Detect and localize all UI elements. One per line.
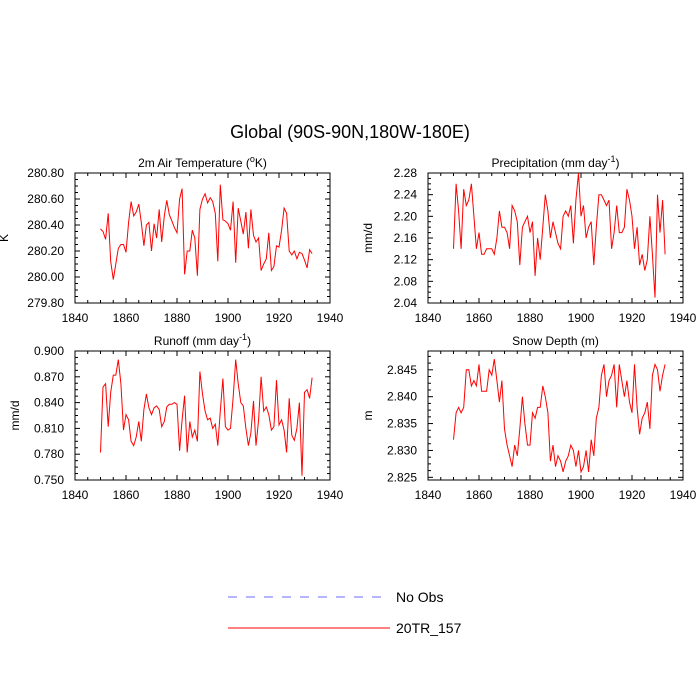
panel-title-sup: o: [250, 154, 255, 164]
y-tick-label: 2.04: [394, 296, 418, 310]
panel-title: Runoff (mm day-1): [154, 332, 251, 348]
y-tick-label: 280.20: [27, 244, 64, 258]
y-tick-label: 280.00: [27, 270, 64, 284]
series-line-20TR_157: [100, 359, 313, 476]
y-axis-label: m: [361, 411, 375, 421]
y-tick-label: 2.16: [394, 231, 418, 245]
x-tick-label: 1900: [215, 311, 242, 325]
x-tick-label: 1940: [317, 311, 344, 325]
x-tick-label: 1940: [670, 488, 697, 502]
panel-title-end: ): [247, 334, 251, 348]
y-tick-label: 280.60: [27, 192, 64, 206]
y-tick-label: 2.24: [394, 188, 418, 202]
x-tick-label: 1880: [164, 488, 191, 502]
x-tick-label: 1860: [113, 488, 140, 502]
panel-3: 1840 1860 1880 1900 1920 1940 0.750 0.780 0.810 0…: [8, 332, 344, 502]
y-tick-label: 2.830: [387, 443, 417, 457]
y-tick-label: 2.825: [387, 470, 417, 484]
y-tick-label: 0.840: [34, 396, 64, 410]
x-tick-label: 1920: [266, 488, 293, 502]
panel-title: 2m Air Temperature (oK): [138, 154, 267, 170]
panel-title-end: K): [255, 156, 267, 170]
y-tick-label: 2.28: [394, 166, 418, 180]
x-tick-label: 1940: [670, 311, 697, 325]
y-tick-label: 280.40: [27, 218, 64, 232]
series-line-20TR_157: [100, 184, 313, 280]
x-tick-label: 1840: [415, 311, 442, 325]
y-tick-label: 0.750: [34, 473, 64, 487]
y-tick-label: 0.900: [34, 344, 64, 358]
x-tick-label: 1900: [568, 311, 595, 325]
panel-title-end: ): [616, 156, 620, 170]
panel-title: Snow Depth (m): [512, 334, 599, 348]
series-line-20TR_157: [453, 359, 666, 474]
panel-title: Precipitation (mm day-1): [491, 154, 619, 170]
panel-frame: [427, 172, 684, 304]
y-tick-label: 279.80: [27, 296, 64, 310]
series-line-20TR_157: [453, 172, 666, 298]
panel-frame: [74, 350, 331, 481]
x-tick-label: 1880: [517, 311, 544, 325]
x-tick-label: 1920: [619, 311, 646, 325]
x-tick-label: 1860: [466, 311, 493, 325]
y-tick-label: 2.845: [387, 363, 417, 377]
y-axis-label: mm/d: [361, 223, 375, 253]
x-tick-label: 1840: [62, 488, 89, 502]
y-tick-label: 2.835: [387, 417, 417, 431]
panel-1: 1840 1860 1880 1900 1920 1940 279.80 280.00 280.…: [0, 154, 344, 325]
x-tick-label: 1900: [568, 488, 595, 502]
y-tick-label: 0.810: [34, 421, 64, 435]
panel-title-sup: -1: [608, 154, 616, 164]
x-tick-label: 1880: [164, 311, 191, 325]
x-tick-label: 1920: [266, 311, 293, 325]
y-tick-label: 280.80: [27, 166, 64, 180]
y-tick-label: 0.870: [34, 370, 64, 384]
x-tick-label: 1840: [62, 311, 89, 325]
x-tick-label: 1880: [517, 488, 544, 502]
plots-group: 1840 1860 1880 1900 1920 1940 279.80 280.00 280.…: [0, 154, 697, 502]
panel-4: 1840 1860 1880 1900 1920 1940 2.825 2.830 2.835 2…: [361, 334, 697, 502]
panel-title-sup: -1: [239, 332, 247, 342]
chart-main-title: Global (90S-90N,180W-180E): [230, 122, 470, 142]
x-tick-label: 1860: [113, 311, 140, 325]
y-axis-label: mm/d: [8, 401, 22, 431]
panel-frame: [74, 172, 331, 304]
panel-title-main: 2m Air Temperature (: [138, 156, 250, 170]
y-tick-label: 2.08: [394, 274, 418, 288]
y-tick-label: 2.12: [394, 253, 418, 267]
panel-title-main: Precipitation (mm day: [491, 156, 607, 170]
y-tick-label: 2.20: [394, 209, 418, 223]
panel-title-main: Snow Depth (m): [512, 334, 599, 348]
x-tick-label: 1860: [466, 488, 493, 502]
panel-title-main: Runoff (mm day: [154, 334, 239, 348]
legend: No Obs 20TR_157: [228, 589, 462, 636]
x-tick-label: 1840: [415, 488, 442, 502]
legend-label-2: 20TR_157: [396, 620, 462, 636]
legend-label-1: No Obs: [396, 589, 443, 605]
panel-2: 1840 1860 1880 1900 1920 1940 2.04 2.08 2.12 2.16…: [361, 154, 697, 325]
y-tick-label: 2.840: [387, 390, 417, 404]
y-tick-label: 0.780: [34, 447, 64, 461]
x-tick-label: 1920: [619, 488, 646, 502]
x-tick-label: 1900: [215, 488, 242, 502]
y-axis-label: K: [0, 234, 11, 242]
x-tick-label: 1940: [317, 488, 344, 502]
